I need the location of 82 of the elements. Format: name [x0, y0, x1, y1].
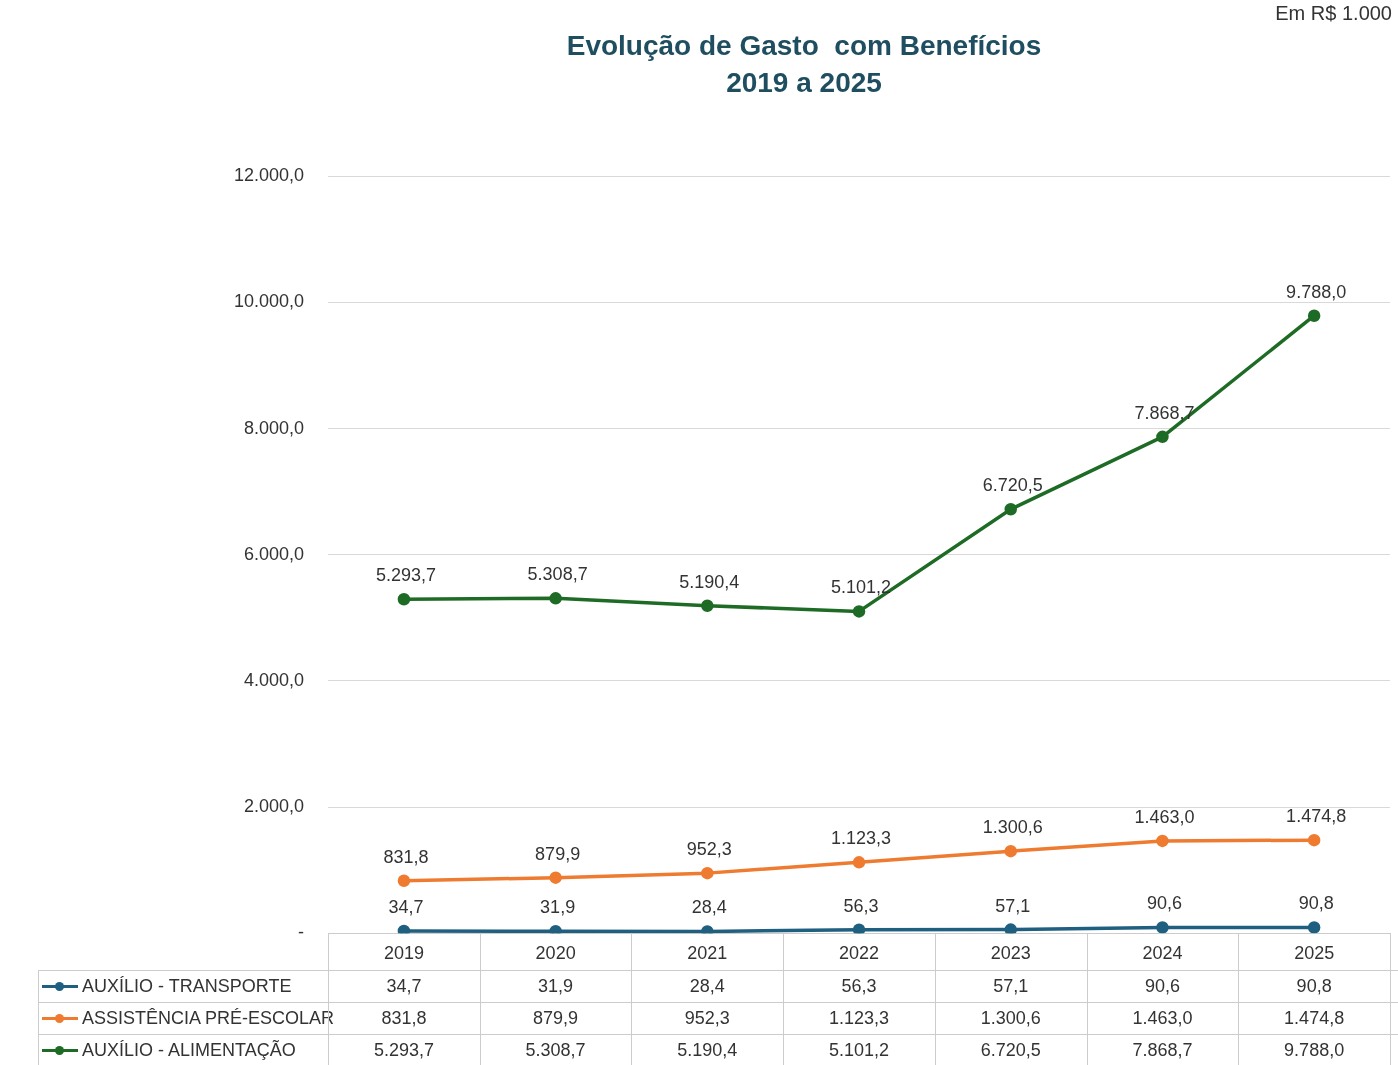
point — [1156, 430, 1169, 444]
y-tick-label: 8.000,0 — [244, 417, 305, 438]
point — [397, 874, 411, 887]
legend-label: AUXÍLIO - TRANSPORTE — [82, 976, 292, 997]
y-tick-label: 12.000,0 — [233, 165, 305, 186]
point — [1307, 921, 1321, 934]
point — [852, 856, 866, 869]
text: 90,8 — [1298, 893, 1334, 914]
point — [397, 924, 411, 934]
point — [549, 592, 562, 605]
point — [1004, 503, 1017, 516]
text: 28,4 — [691, 897, 727, 918]
point — [852, 923, 866, 934]
text: 879,9 — [535, 843, 581, 864]
y-tick-label: 6.000,0 — [244, 543, 305, 564]
text: 34,7 — [388, 896, 424, 917]
y-tick-label: 10.000,0 — [233, 291, 305, 312]
data-label: 6.720,5 — [980, 1040, 1041, 1061]
text: 7.868,7 — [1134, 402, 1195, 423]
data-label: 952,3 — [684, 1008, 730, 1029]
point — [1156, 921, 1169, 934]
point — [1156, 834, 1169, 848]
text: 1.300,6 — [982, 817, 1043, 838]
text: 56,3 — [843, 895, 879, 916]
data-label: 7.868,7 — [1132, 1040, 1193, 1061]
data-label: 1.123,3 — [829, 1008, 890, 1029]
text: 6.720,5 — [982, 475, 1043, 496]
chart-title: Evolução de Gasto com Benefícios — [566, 29, 1042, 61]
data-label: 90,6 — [1144, 976, 1180, 997]
data-label: 57,1 — [993, 976, 1029, 997]
text: 1.123,3 — [831, 828, 892, 849]
data-label: 5.101,2 — [829, 1040, 890, 1061]
text: 831,8 — [383, 846, 429, 867]
point — [1307, 833, 1321, 847]
text: 952,3 — [686, 839, 732, 860]
point — [1004, 923, 1017, 934]
point — [1307, 309, 1321, 322]
y-tick-label: - — [298, 922, 305, 943]
x-tick-label: 2022 — [839, 942, 880, 963]
legend-label: ASSISTÊNCIA PRÉ-ESCOLAR — [82, 1008, 335, 1029]
point — [549, 924, 562, 934]
text: 5.101,2 — [831, 577, 892, 598]
y-tick-label: 4.000,0 — [244, 669, 305, 690]
data-label: 1.463,0 — [1132, 1008, 1193, 1029]
point — [701, 866, 714, 880]
x-tick-label: 2024 — [1142, 942, 1183, 963]
x-tick-label: 2019 — [383, 942, 424, 963]
y-tick-label: 2.000,0 — [244, 796, 305, 816]
x-tick-label: 2025 — [1294, 942, 1335, 963]
data-label: 9.788,0 — [1284, 1040, 1345, 1061]
data-label: 56,3 — [841, 976, 877, 997]
legend-label: AUXÍLIO - ALIMENTAÇÃO — [82, 1040, 296, 1061]
point — [852, 605, 866, 618]
text: 9.788,0 — [1286, 281, 1347, 302]
text: 1.463,0 — [1134, 806, 1195, 827]
x-tick-label: 2020 — [535, 942, 576, 963]
data-label: 5.308,7 — [525, 1040, 586, 1061]
point — [397, 593, 411, 606]
chart-subtitle: 2019 a 2025 — [726, 67, 882, 99]
data-label: 28,4 — [689, 976, 725, 997]
text: 1.474,8 — [1286, 806, 1347, 827]
data-label: 31,9 — [538, 976, 574, 997]
point — [1004, 844, 1017, 858]
data-label: 34,7 — [386, 976, 422, 997]
data-label: 879,9 — [533, 1008, 579, 1029]
text: Em R$ 1.000 — [1275, 2, 1392, 25]
data-label: 831,8 — [381, 1008, 427, 1029]
x-tick-label: 2023 — [990, 942, 1031, 963]
data-label: 1.300,6 — [980, 1008, 1041, 1029]
x-tick-label: 2021 — [687, 942, 728, 963]
data-label: 5.293,7 — [373, 1040, 434, 1061]
point — [701, 599, 714, 613]
text: 5.308,7 — [527, 564, 588, 585]
point — [549, 871, 562, 884]
text: 90,6 — [1146, 893, 1182, 914]
text: 31,9 — [540, 897, 576, 918]
data-label: 5.190,4 — [677, 1040, 738, 1061]
text: 5.190,4 — [679, 571, 740, 592]
data-label: 1.474,8 — [1284, 1008, 1345, 1029]
text: 57,1 — [995, 895, 1031, 916]
text: 5.293,7 — [375, 565, 436, 586]
data-label: 90,8 — [1296, 976, 1332, 997]
